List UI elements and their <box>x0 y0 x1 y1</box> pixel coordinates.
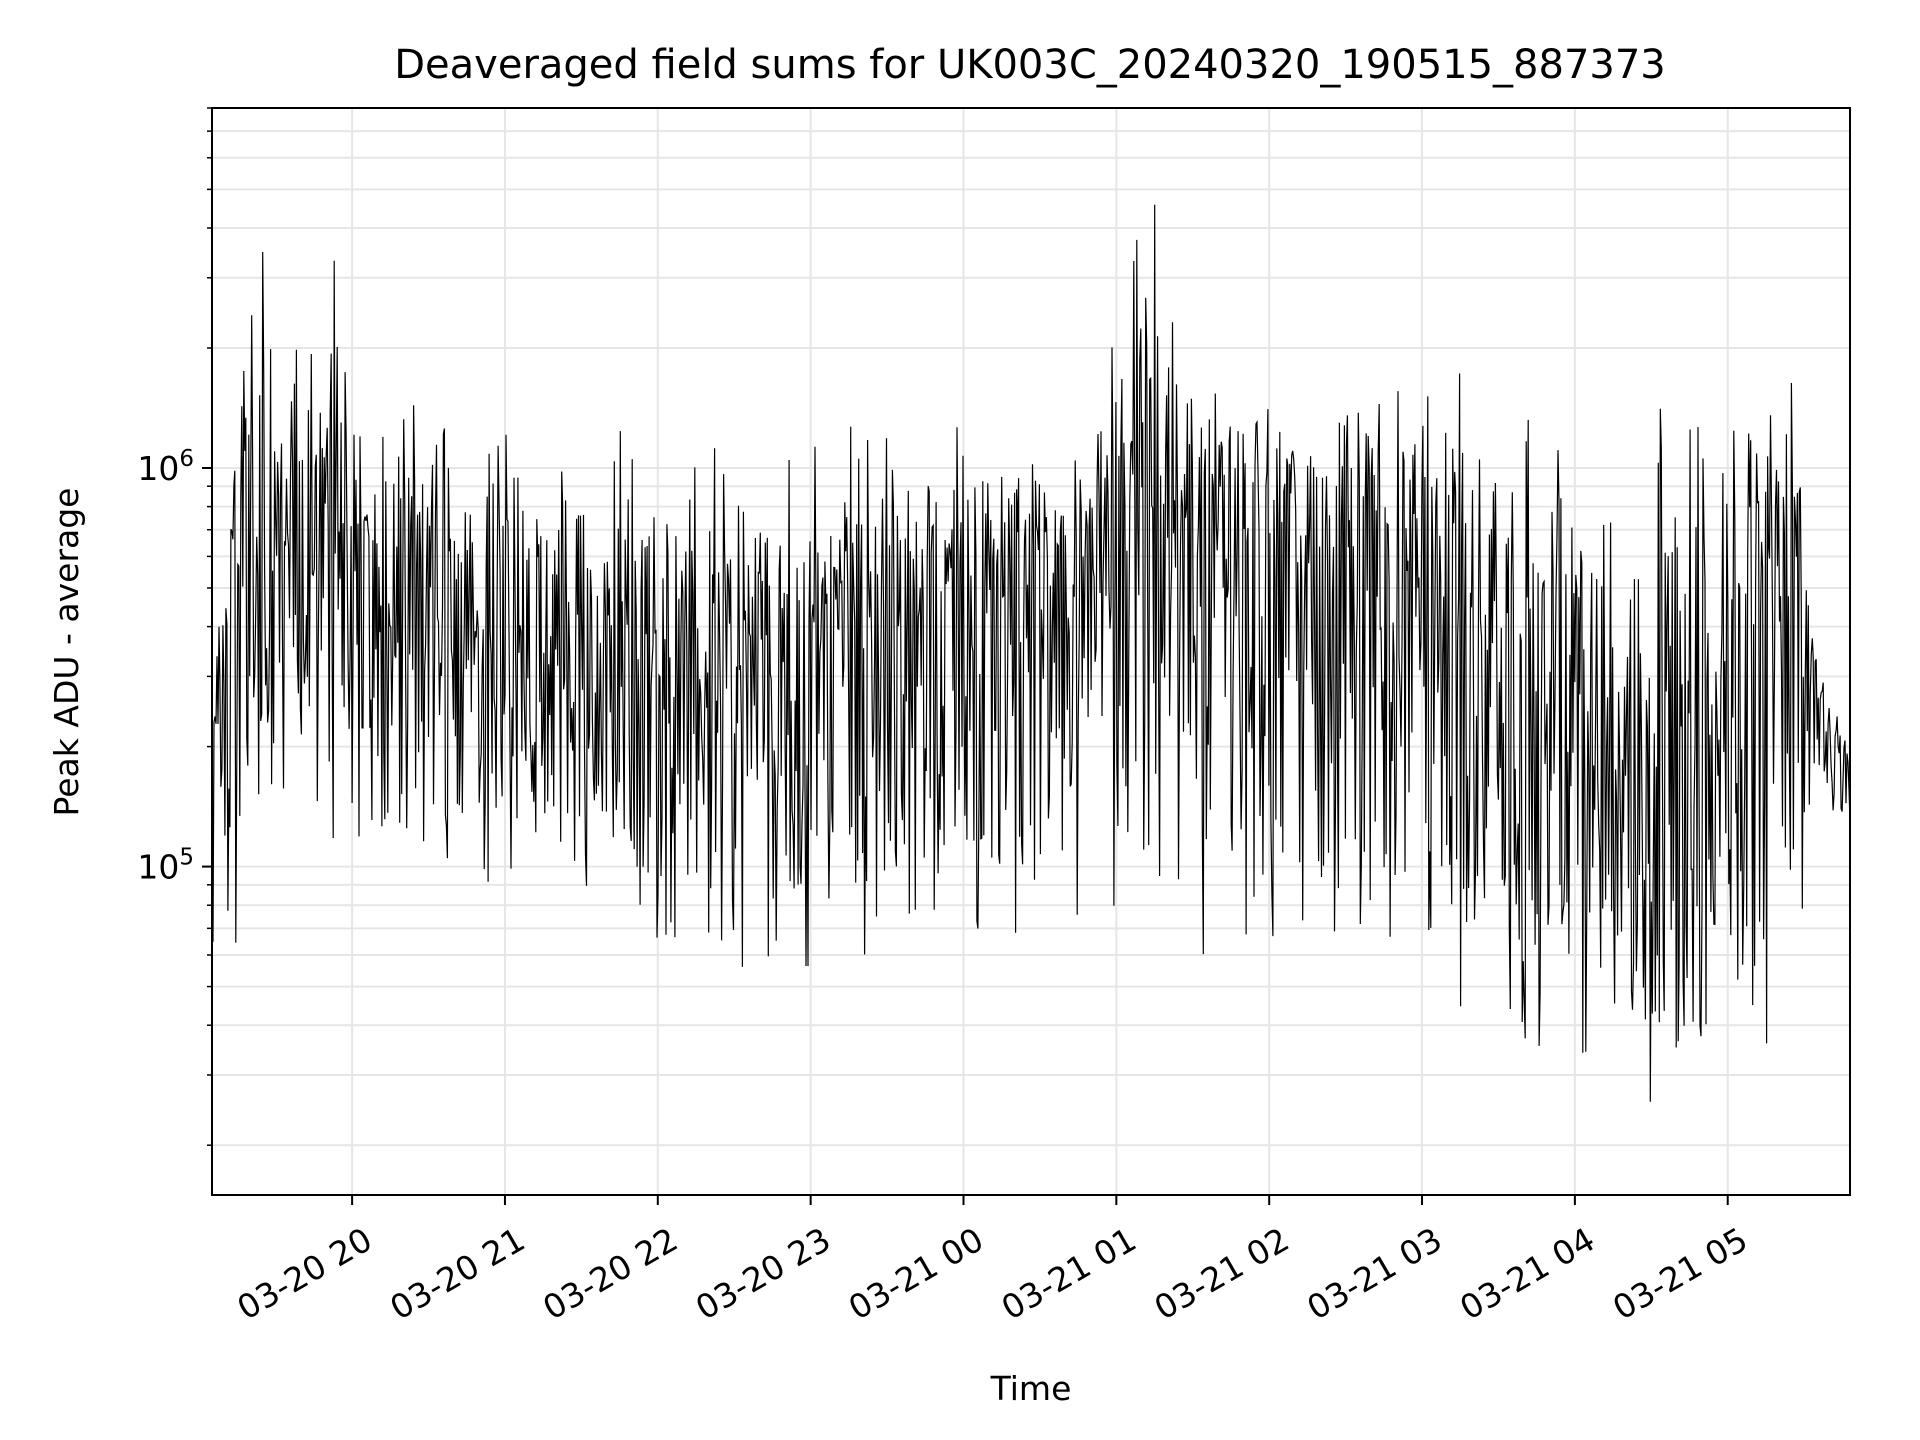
x-tick-label: 03-20 20 <box>231 1220 379 1328</box>
plot-frame <box>211 107 1851 1196</box>
x-tick-label: 03-20 23 <box>689 1220 837 1328</box>
x-tick-label: 03-20 22 <box>536 1220 684 1328</box>
y-axis-label: Peak ADU - average <box>47 488 86 817</box>
y-tick-exponent: 6 <box>179 446 194 472</box>
x-tick-label: 03-21 03 <box>1300 1220 1448 1328</box>
x-axis-label: Time <box>990 1369 1072 1408</box>
data-series <box>211 204 1851 1102</box>
x-tick-label: 03-21 04 <box>1453 1220 1601 1328</box>
y-tick-mantissa: 10 <box>137 449 179 488</box>
x-tick-label: 03-21 05 <box>1606 1220 1754 1328</box>
x-axis-ticks: 03-20 20 03-20 21 03-20 22 03-20 23 03-21 00… <box>231 1195 1754 1328</box>
x-tick-label: 03-20 21 <box>383 1220 531 1328</box>
y-tick-mantissa: 10 <box>137 848 179 887</box>
chart-title: Deaveraged field sums for UK003C_2024032… <box>394 42 1665 88</box>
y-tick-label: 106 <box>137 446 194 488</box>
x-tick-label: 03-21 01 <box>995 1220 1143 1328</box>
series-line <box>211 204 1851 1102</box>
y-tick-exponent: 5 <box>179 845 194 871</box>
x-tick-label: 03-21 02 <box>1148 1220 1296 1328</box>
x-tick-label: 03-21 00 <box>842 1220 990 1328</box>
y-tick-label: 105 <box>137 845 194 887</box>
